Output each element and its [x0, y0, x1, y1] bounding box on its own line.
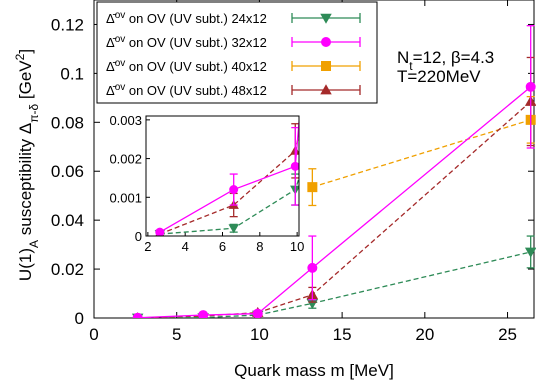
legend-label: Δ̄ov on OV (UV subt.) 48x12: [106, 82, 267, 99]
annotation-temperature: T=220MeV: [397, 67, 481, 86]
inset-x-tick-label: 2: [144, 239, 151, 254]
inset-background: [146, 116, 299, 236]
inset-chart: 2 4 6 8 10 0 0.001 0.002 0.003: [109, 113, 304, 254]
inset-series: [154, 116, 299, 236]
main-series: [131, 25, 536, 318]
data-point: [252, 308, 263, 318]
inset-y-tick-label: 0.001: [109, 190, 142, 205]
plot-frame: [93, 0, 535, 319]
inset-y-tick-label: 0.002: [109, 152, 142, 167]
series-line: [137, 251, 531, 318]
legend-marker: [320, 13, 332, 24]
inset-x-tick-label: 4: [182, 239, 189, 254]
y-tick-label: 0.06: [51, 162, 84, 181]
x-axis-label: Quark mass m [MeV]: [234, 361, 394, 380]
x-tick-label: 25: [498, 325, 517, 344]
legend-box: [96, 1, 378, 104]
y-tick-label: 0.12: [51, 15, 84, 34]
x-tick-label: 15: [333, 325, 352, 344]
inset-y-tick-label: 0.003: [109, 113, 142, 128]
inset-x-tick-label: 10: [290, 239, 304, 254]
legend-marker: [321, 37, 331, 47]
x-tick-label: 5: [172, 325, 181, 344]
y-tick-label: 0.04: [51, 211, 84, 230]
annotation-params: Nt=12, β=4.3: [397, 48, 494, 73]
x-tick-label: 20: [415, 325, 434, 344]
data-point: [307, 182, 318, 193]
series-line: [312, 119, 531, 188]
inset-x-tick-label: 8: [256, 239, 263, 254]
data-point: [307, 262, 318, 273]
data-point: [524, 247, 536, 258]
x-tick-label: 0: [89, 325, 98, 344]
y-tick-label: 0.08: [51, 113, 84, 132]
data-point: [132, 312, 143, 318]
inset-data-point: [229, 185, 239, 195]
y-tick-label: 0: [75, 309, 84, 328]
legend-marker: [320, 84, 332, 95]
inset-data-point: [155, 227, 165, 236]
y-tick-label: 0.1: [60, 64, 84, 83]
inset-axis-ticks: 2 4 6 8 10 0 0.001 0.002 0.003: [109, 113, 304, 254]
data-point: [525, 81, 536, 92]
inset-y-tick-label: 0: [135, 229, 142, 244]
data-point: [198, 310, 209, 318]
inset-frame: [145, 115, 300, 237]
legend-marker: [321, 61, 331, 71]
y-tick-label: 0.02: [51, 260, 84, 279]
legend-label: Δ̄ov on OV (UV subt.) 40x12: [106, 58, 267, 75]
inset-x-tick-label: 6: [219, 239, 226, 254]
inset-data-point: [290, 161, 299, 171]
y-axis-label: U(1)A susceptibility Δπ-δ [GeV2]: [13, 49, 41, 281]
inset-data-point: [290, 185, 299, 195]
x-tick-label: 10: [250, 325, 269, 344]
legend-label: Δ̄ov on OV (UV subt.) 32x12: [106, 34, 267, 51]
legend-label: Δ̄ov on OV (UV subt.) 24x12: [106, 10, 267, 27]
legend: Δ̄ov on OV (UV subt.) 24x12 Δ̄ov on OV (U…: [96, 1, 378, 104]
inset-data-point: [228, 224, 239, 234]
